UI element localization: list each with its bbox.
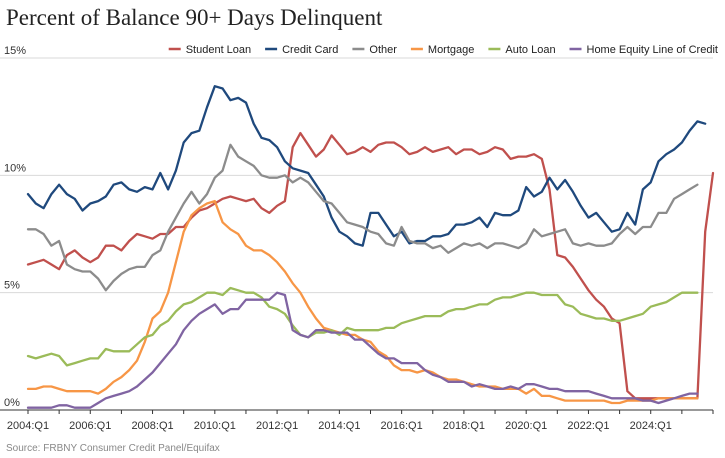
x-tick-label: 2024:Q1: [630, 420, 672, 432]
legend-item-credit-card: Credit Card: [265, 44, 338, 56]
y-tick-label: 5%: [4, 280, 20, 292]
legend-label: Credit Card: [282, 44, 338, 56]
legend-item-student-loan: Student Loan: [168, 44, 251, 56]
x-tick-label: 2012:Q1: [256, 420, 298, 432]
series-lines: [26, 85, 715, 409]
legend: Student Loan Credit Card Other Mortgage Auto…: [168, 44, 718, 56]
x-tick-label: 2020:Q1: [505, 420, 547, 432]
series-line-home-equity-line-of-credit: [26, 291, 699, 409]
y-tick-label: 15%: [4, 45, 26, 57]
source-note: Source: FRBNY Consumer Credit Panel/Equi…: [6, 443, 220, 454]
x-tick-label: 2006:Q1: [69, 420, 111, 432]
x-tick-label: 2018:Q1: [443, 420, 485, 432]
legend-label: Home Equity Line of Credit: [587, 44, 718, 56]
legend-item-other: Other: [352, 44, 397, 56]
gridlines: [0, 57, 713, 294]
x-tick-label: 2014:Q1: [318, 420, 360, 432]
y-tick-label: 10%: [4, 162, 26, 174]
legend-item-home-equity-line-of-credit: Home Equity Line of Credit: [569, 44, 718, 56]
x-tick-label: 2022:Q1: [567, 420, 609, 432]
series-line-other: [26, 143, 699, 292]
legend-label: Other: [369, 44, 397, 56]
legend-item-auto-loan: Auto Loan: [488, 44, 556, 56]
y-axis-ticks: 0% 5% 10% 15%: [4, 45, 26, 409]
x-tick-label: 2008:Q1: [131, 420, 173, 432]
legend-label: Auto Loan: [505, 44, 555, 56]
x-tick-label: 2016:Q1: [381, 420, 423, 432]
legend-label: Student Loan: [186, 44, 251, 56]
series-line-student-loan: [26, 131, 715, 400]
x-tick-label: 2004:Q1: [7, 420, 49, 432]
legend-item-mortgage: Mortgage: [410, 44, 474, 56]
y-tick-label: 0%: [4, 397, 20, 409]
series-line-credit-card: [26, 85, 707, 247]
legend-label: Mortgage: [428, 44, 474, 56]
chart-title: Percent of Balance 90+ Days Delinquent: [6, 5, 383, 30]
x-tick-label: 2010:Q1: [194, 420, 236, 432]
x-axis-ticks: 2004:Q1 2006:Q1 2008:Q1 2010:Q1 2012:Q1 2014:…: [0, 409, 714, 432]
series-line-auto-loan: [26, 286, 699, 367]
series-line-mortgage: [26, 199, 699, 405]
